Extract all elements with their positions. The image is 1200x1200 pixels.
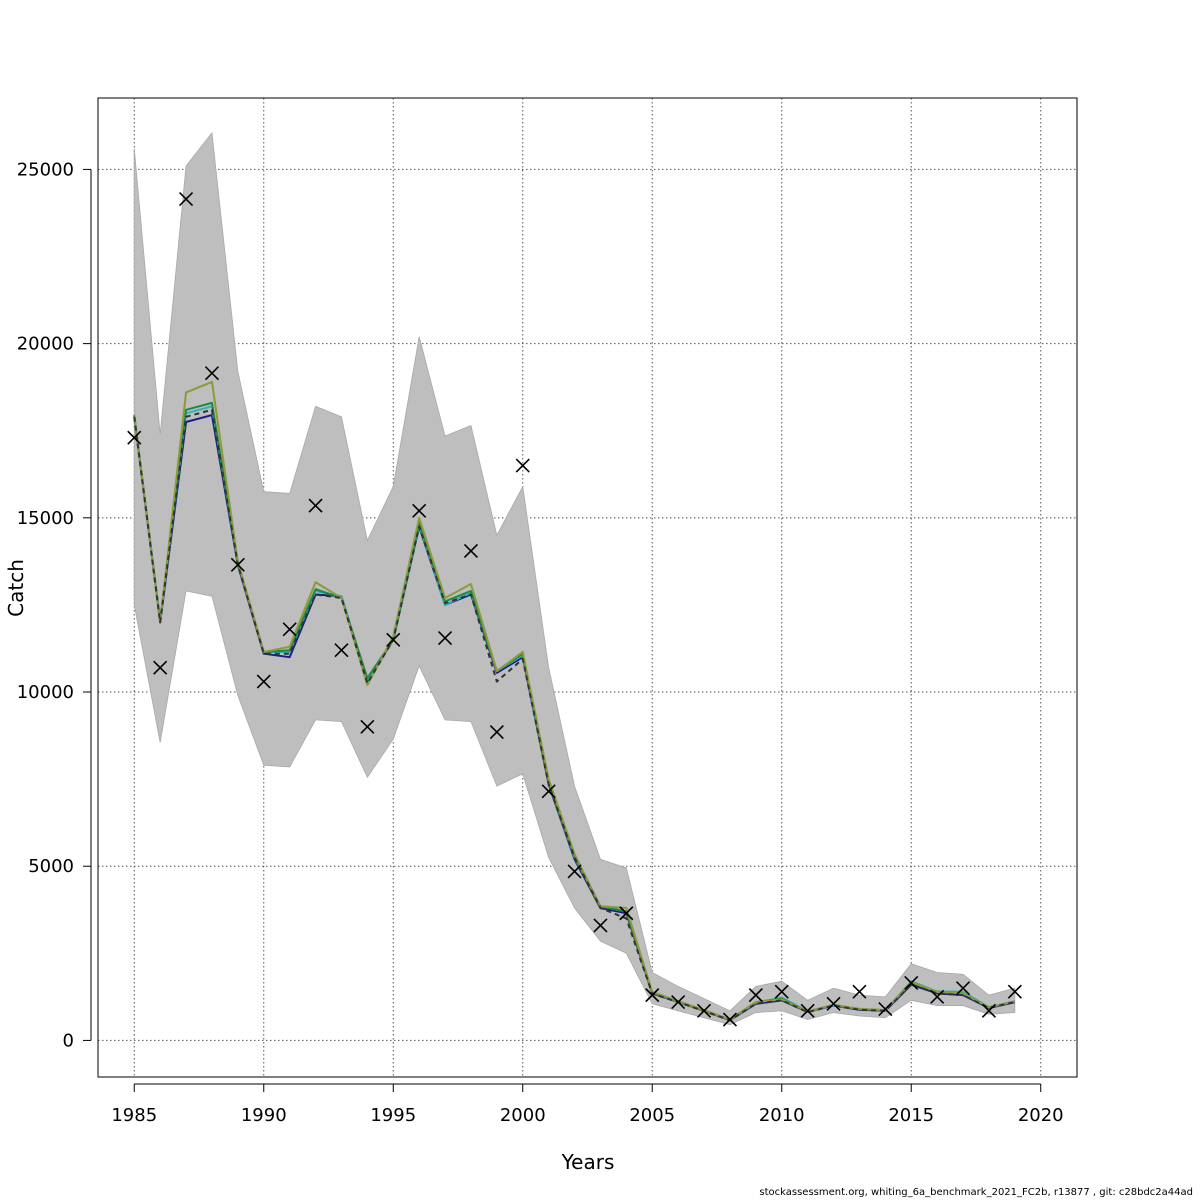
y-axis-title: Catch (4, 559, 28, 617)
y-tick-label: 15000 (17, 508, 74, 529)
observed-point (774, 984, 789, 999)
observed-point (722, 1012, 738, 1027)
axes: 1985 1990 1995 2000 2005 2010 2015 2020 0 5000 100… (17, 97, 1078, 1126)
observed-point (360, 719, 375, 734)
observed-point (981, 1003, 997, 1018)
observed-point (593, 918, 608, 933)
observed-point (282, 622, 297, 637)
observed-point (412, 503, 427, 518)
x-axis-title: Years (561, 1150, 615, 1174)
footer-credit: stockassessment.org, whiting_6a_benchmar… (759, 1187, 1193, 1198)
observed-point (1007, 984, 1022, 999)
x-tick-label: 1990 (241, 1105, 287, 1126)
x-tick-label: 2020 (1018, 1105, 1064, 1126)
y-tick-label: 0 (63, 1030, 74, 1051)
observed-point (256, 674, 271, 689)
observed-point (567, 864, 582, 879)
observed-point (541, 784, 556, 799)
y-tick-label: 25000 (17, 159, 74, 180)
observed-point (308, 498, 323, 513)
observed-point (878, 1001, 893, 1017)
observed-point (645, 988, 660, 1003)
observed-point (826, 996, 841, 1011)
observed-point (334, 643, 349, 658)
confidence-band-area (133, 131, 1016, 1026)
observed-point (852, 984, 867, 999)
observed-point (619, 906, 634, 921)
observed-point (437, 630, 453, 646)
observed-point (230, 557, 245, 572)
observed-point (127, 430, 142, 445)
observed-point (930, 989, 945, 1004)
y-tick-label: 5000 (28, 856, 74, 877)
observed-point (463, 543, 479, 558)
observed-point (153, 660, 168, 675)
observed-point (386, 632, 401, 647)
observed-point (904, 975, 919, 990)
x-tick-label: 1985 (111, 1105, 157, 1126)
series-lines (133, 380, 1016, 1022)
plot-frame (97, 97, 1078, 1078)
observed-point (515, 458, 530, 473)
x-tick-label: 2010 (759, 1105, 805, 1126)
x-tick-label: 2015 (888, 1105, 934, 1126)
series-line-4 (133, 380, 1016, 1021)
observed-point (671, 995, 686, 1010)
observed-point (489, 725, 504, 740)
x-tick-label: 2000 (500, 1105, 546, 1126)
observed-points (127, 191, 1022, 1027)
observed-point (696, 1003, 712, 1018)
y-tick-label: 20000 (17, 334, 74, 355)
observed-point (800, 1003, 815, 1018)
observed-point (178, 191, 194, 207)
y-tick-label: 10000 (17, 682, 74, 703)
x-tick-label: 2005 (629, 1105, 675, 1126)
x-tick-label: 1995 (370, 1105, 416, 1126)
observed-point (748, 988, 763, 1003)
confidence-band (133, 131, 1016, 1026)
observed-point (204, 366, 220, 381)
observed-point (955, 981, 971, 996)
